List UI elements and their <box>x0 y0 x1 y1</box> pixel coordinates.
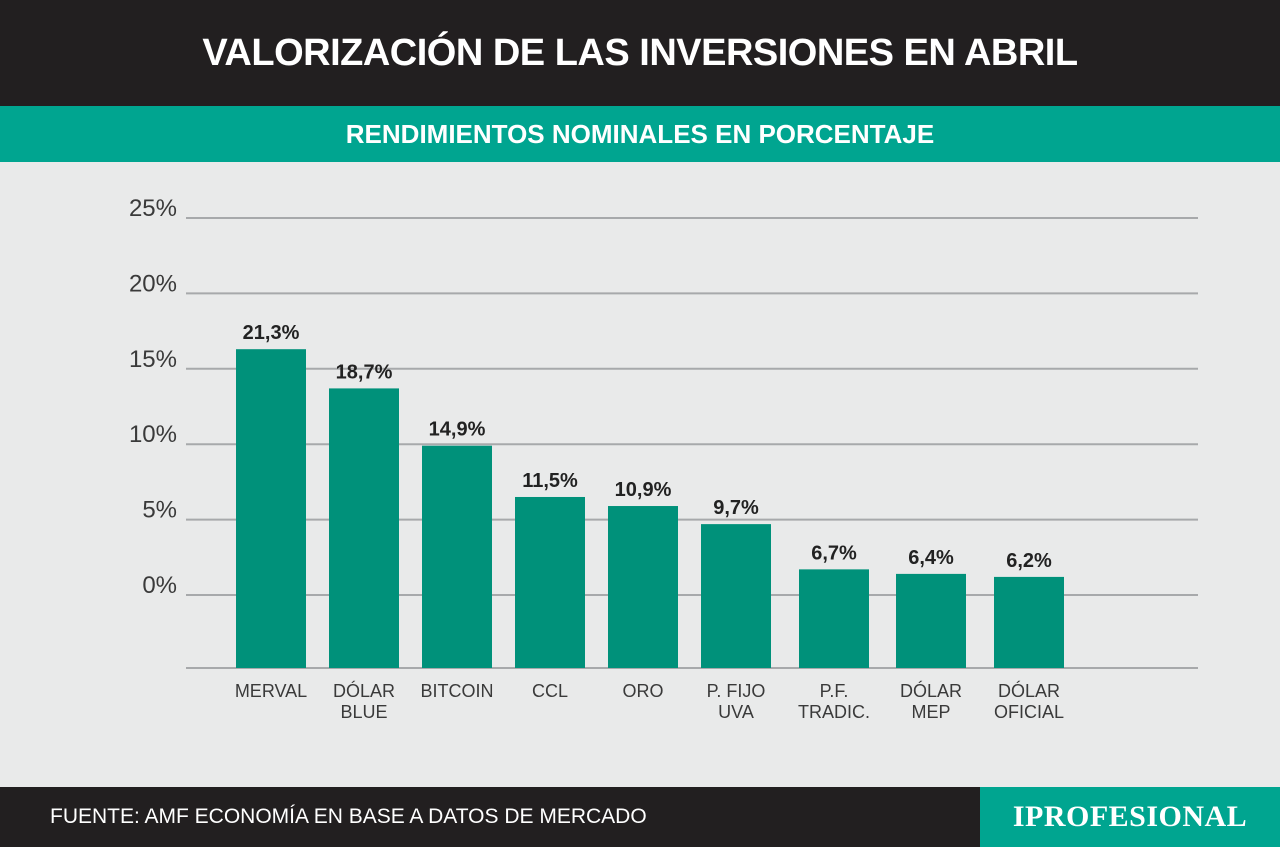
title-bar: VALORIZACIÓN DE LAS INVERSIONES EN ABRIL <box>0 0 1280 106</box>
x-tick-label: MERVAL <box>235 681 307 701</box>
bar <box>701 524 771 668</box>
x-tick-label: P.F. <box>820 681 849 701</box>
x-tick-label: ORO <box>622 681 663 701</box>
data-label: 6,7% <box>811 542 857 564</box>
subtitle-bar: RENDIMIENTOS NOMINALES EN PORCENTAJE <box>0 106 1280 162</box>
x-tick-label: MEP <box>911 702 950 722</box>
y-tick-label: 25% <box>129 195 177 222</box>
bar <box>896 573 966 668</box>
bar <box>329 388 399 668</box>
x-tick-label: DÓLAR <box>900 680 962 701</box>
y-tick-label: 5% <box>142 497 177 524</box>
bar <box>515 496 585 668</box>
bar <box>422 445 492 668</box>
chart-subtitle: RENDIMIENTOS NOMINALES EN PORCENTAJE <box>345 118 935 149</box>
y-tick-label: 0% <box>142 572 177 599</box>
logo-text: IPROFESIONAL <box>1012 800 1248 833</box>
data-label: 18,7% <box>336 361 393 383</box>
y-tick-label: 15% <box>129 346 177 373</box>
bar <box>608 506 678 668</box>
bar-chart: 0%5%10%15%20%25%21,3%MERVAL18,7%DÓLARBLU… <box>129 195 1198 722</box>
source-note: FUENTE: AMF ECONOMÍA EN BASE A DATOS DE … <box>50 805 647 828</box>
x-tick-label: P. FIJO <box>707 681 766 701</box>
data-label: 9,7% <box>713 497 759 519</box>
x-tick-label: TRADIC. <box>798 702 870 722</box>
x-tick-label: BLUE <box>340 702 387 722</box>
data-label: 10,9% <box>615 479 672 501</box>
bar <box>994 576 1064 668</box>
data-label: 14,9% <box>429 419 486 441</box>
x-tick-label: DÓLAR <box>998 680 1060 701</box>
x-tick-label: BITCOIN <box>420 681 493 701</box>
y-tick-label: 20% <box>129 270 177 297</box>
x-tick-label: CCL <box>532 681 568 701</box>
logo: IPROFESIONAL <box>980 787 1280 847</box>
bar <box>236 349 306 668</box>
chart-title: VALORIZACIÓN DE LAS INVERSIONES EN ABRIL <box>202 31 1078 74</box>
data-label: 11,5% <box>522 470 578 492</box>
data-label: 21,3% <box>243 322 300 344</box>
bar <box>799 569 869 668</box>
footer: FUENTE: AMF ECONOMÍA EN BASE A DATOS DE … <box>0 787 1280 847</box>
data-label: 6,2% <box>1006 550 1052 572</box>
x-tick-label: UVA <box>718 702 754 722</box>
data-label: 6,4% <box>908 547 954 569</box>
y-tick-label: 10% <box>129 421 177 448</box>
x-tick-label: OFICIAL <box>994 702 1064 722</box>
x-tick-label: DÓLAR <box>333 680 395 701</box>
